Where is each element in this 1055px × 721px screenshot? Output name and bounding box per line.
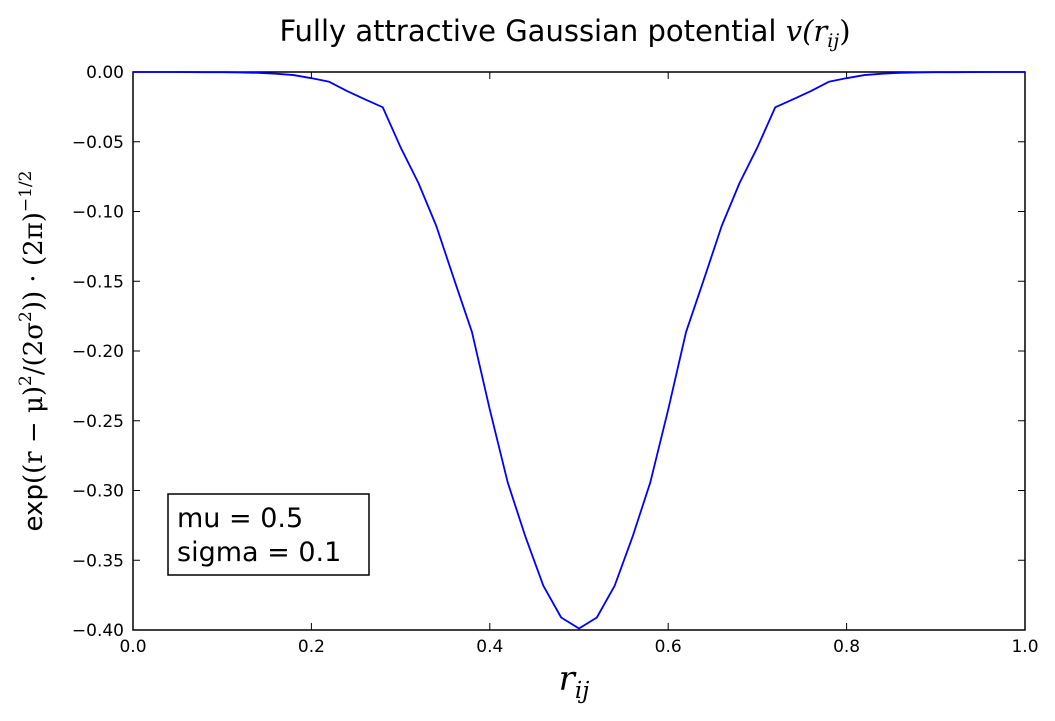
x-tick-label: 0.0 [119,637,146,657]
y-tick-label: −0.30 [72,482,124,502]
y-tick-label: −0.15 [72,272,124,292]
y-tick-label: −0.35 [72,551,124,571]
parameter-annotation: mu = 0.5 sigma = 0.1 [167,493,370,576]
series-layer [132,71,1026,630]
x-tick-label: 0.8 [833,637,860,657]
annotation-box [167,493,370,576]
x-tick-label: 1.0 [1011,637,1038,657]
y-tick-label: 0.00 [86,63,124,83]
series-line [132,71,1026,630]
y-tick-label: −0.05 [72,133,124,153]
x-axis: 0.0 0.2 0.4 0.6 0.8 1.0 [119,72,1039,657]
x-tick-label: 0.6 [655,637,682,657]
y-tick-label: −0.20 [72,342,124,362]
y-axis-label: exp((r − μ)2/(2σ2)) · (2π)−1/2 [16,171,49,532]
annotation-mu: mu = 0.5 [177,503,303,534]
y-tick-label: −0.10 [72,203,124,223]
x-tick-label: 0.4 [476,637,503,657]
y-tick-label: −0.40 [72,621,124,641]
y-tick-label: −0.25 [72,412,124,432]
x-axis-label: rij [559,659,590,704]
y-axis: 0.00 −0.05 −0.10 −0.15 −0.20 −0.25 −0.30 −0.35 −… [72,63,1025,641]
annotation-sigma: sigma = 0.1 [177,537,341,568]
chart-title: Fully attractive Gaussian potential v(ri… [279,14,850,52]
x-tick-label: 0.2 [298,637,325,657]
